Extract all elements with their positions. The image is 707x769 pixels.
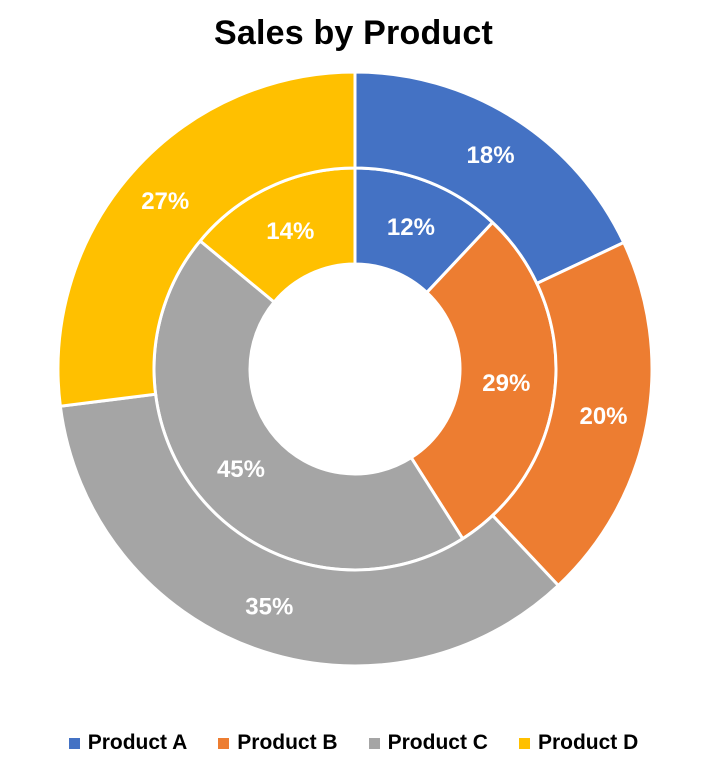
legend: Product A Product B Product C Product D bbox=[0, 729, 707, 757]
outer-slice-product-c bbox=[58, 392, 561, 668]
inner-label-product-d: 14% bbox=[266, 218, 314, 245]
chart-title: Sales by Product bbox=[213, 14, 494, 52]
outer-slice-product-d bbox=[56, 70, 357, 408]
legend-swatch-product-d bbox=[518, 737, 530, 749]
inner-label-product-a: 12% bbox=[387, 214, 435, 241]
legend-label: Product B bbox=[237, 731, 338, 754]
legend-item-product-c: Product C bbox=[368, 731, 488, 755]
outer-label-product-a: 18% bbox=[467, 142, 515, 169]
legend-label: Product D bbox=[537, 731, 639, 754]
legend-item-product-d: Product D bbox=[518, 731, 639, 755]
outer-label-product-c: 35% bbox=[245, 594, 293, 621]
outer-label-product-b: 20% bbox=[579, 403, 627, 430]
inner-label-product-c: 45% bbox=[217, 456, 265, 483]
legend-label: Product A bbox=[87, 731, 188, 754]
legend-item-product-a: Product A bbox=[68, 731, 188, 755]
legend-swatch-product-b bbox=[218, 737, 230, 749]
legend-label: Product C bbox=[387, 731, 488, 754]
legend-item-product-b: Product B bbox=[218, 731, 338, 755]
inner-label-product-b: 29% bbox=[482, 370, 530, 397]
legend-swatch-product-c bbox=[368, 737, 380, 749]
outer-label-product-d: 27% bbox=[141, 188, 189, 215]
legend-swatch-product-a bbox=[68, 737, 80, 749]
